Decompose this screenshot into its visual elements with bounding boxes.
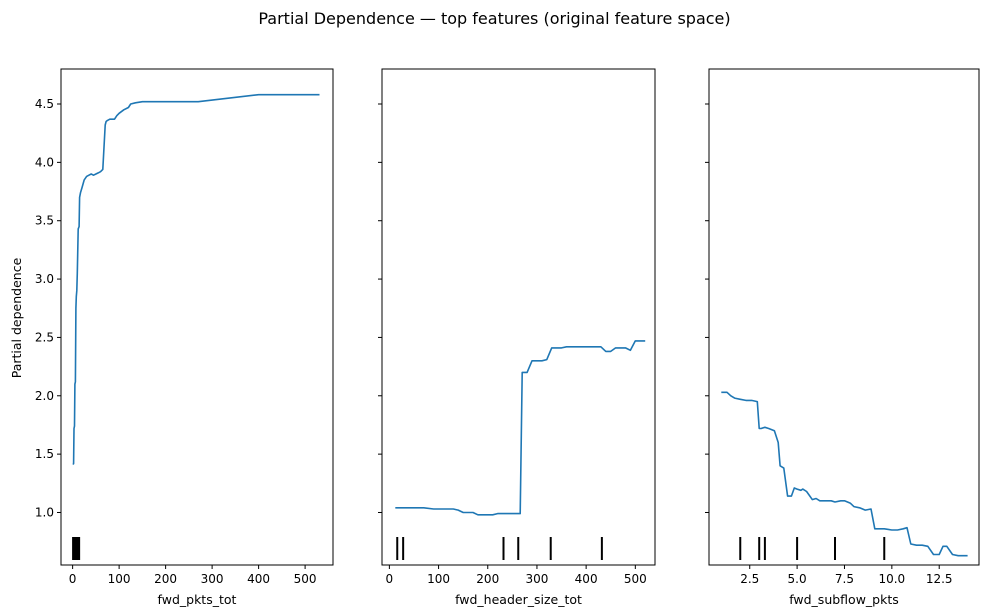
x-tick-label-fwd-pkts-tot: 400 <box>247 572 270 586</box>
x-tick-label-fwd-header-size-tot: 100 <box>427 572 450 586</box>
x-tick-label-fwd-pkts-tot: 200 <box>154 572 177 586</box>
y-tick-label: 4.5 <box>35 97 54 111</box>
pd-panel-fwd-header-size-tot: fwd_header_size_tot 0 100 200 300 400 500 <box>378 68 656 607</box>
axes-frame-fwd-pkts-tot <box>60 68 334 566</box>
x-tick-label-fwd-subflow-pkts: 7.5 <box>835 572 854 586</box>
x-tick-label-fwd-pkts-tot: 100 <box>108 572 131 586</box>
x-tick-label-fwd-subflow-pkts: 5.0 <box>788 572 807 586</box>
x-tick-label-fwd-pkts-tot: 500 <box>294 572 317 586</box>
y-tick-label: 4.0 <box>35 155 54 169</box>
y-tick-label: 1.5 <box>35 447 54 461</box>
x-tick-label-fwd-pkts-tot: 0 <box>69 572 77 586</box>
pd-line-fwd-header-size-tot <box>395 340 646 516</box>
y-tick-label: 3.5 <box>35 214 54 228</box>
x-tick-label-fwd-pkts-tot: 300 <box>201 572 224 586</box>
y-tick-label: 1.0 <box>35 505 54 519</box>
x-tick-label-fwd-subflow-pkts: 12.5 <box>926 572 953 586</box>
axes-frame-fwd-header-size-tot <box>381 68 656 566</box>
y-tick-label: 2.5 <box>35 330 54 344</box>
x-axis-label-fwd-header-size-tot: fwd_header_size_tot <box>455 592 582 607</box>
x-tick-label-fwd-header-size-tot: 0 <box>386 572 394 586</box>
x-tick-label-fwd-subflow-pkts: 10.0 <box>878 572 905 586</box>
y-tick-label: 3.0 <box>35 272 54 286</box>
y-axis-label: Partial dependence <box>9 257 24 378</box>
x-tick-label-fwd-subflow-pkts: 2.5 <box>740 572 759 586</box>
axes-frame-fwd-subflow-pkts <box>708 68 980 566</box>
x-tick-label-fwd-header-size-tot: 200 <box>476 572 499 586</box>
x-axis-label-fwd-subflow-pkts: fwd_subflow_pkts <box>789 592 899 607</box>
pd-line-fwd-pkts-tot <box>72 93 320 465</box>
pd-panel-fwd-pkts-tot: fwd_pkts_tot 0 100 200 300 400 500 1.0 1.5 2.0 2.… <box>35 68 334 607</box>
y-tick-label: 2.0 <box>35 389 54 403</box>
x-tick-label-fwd-header-size-tot: 500 <box>624 572 647 586</box>
pd-line-fwd-subflow-pkts <box>721 391 968 557</box>
pd-panel-fwd-subflow-pkts: fwd_subflow_pkts 2.5 5.0 7.5 10.0 12.5 <box>705 68 980 607</box>
figure-title: Partial Dependence — top features (origi… <box>258 9 730 28</box>
x-tick-label-fwd-header-size-tot: 400 <box>575 572 598 586</box>
x-tick-label-fwd-header-size-tot: 300 <box>525 572 548 586</box>
x-axis-label-fwd-pkts-tot: fwd_pkts_tot <box>158 592 237 607</box>
